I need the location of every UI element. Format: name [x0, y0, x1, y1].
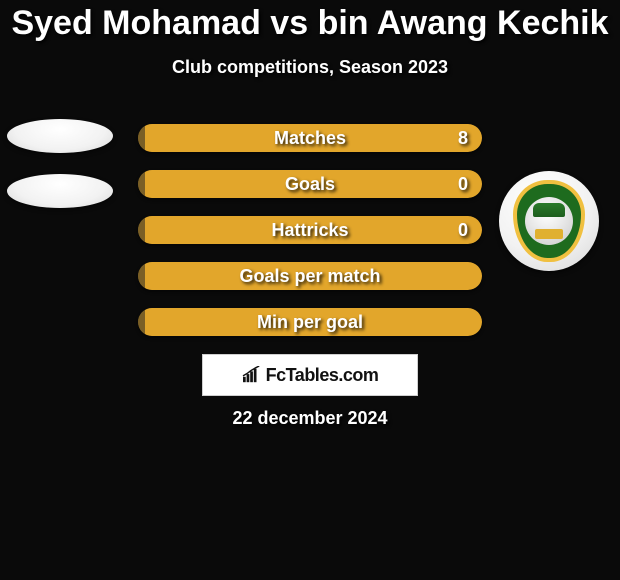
bars-chart-icon — [242, 366, 262, 384]
club-oval-left-2 — [7, 174, 113, 208]
stat-bar-label: Min per goal — [138, 308, 482, 336]
stat-bars: Matches8Goals0Hattricks0Goals per matchM… — [138, 124, 482, 354]
date-text: 22 december 2024 — [0, 408, 620, 429]
stat-bar: Goals0 — [138, 170, 482, 198]
watermark: FcTables.com — [202, 354, 418, 396]
stat-bar-label: Matches — [138, 124, 482, 152]
stat-bar-label: Goals per match — [138, 262, 482, 290]
stat-bar-label: Hattricks — [138, 216, 482, 244]
club-oval-left-1 — [7, 119, 113, 153]
stat-bar: Goals per match — [138, 262, 482, 290]
stat-bar-label: Goals — [138, 170, 482, 198]
stat-bar: Matches8 — [138, 124, 482, 152]
page-title: Syed Mohamad vs bin Awang Kechik — [0, 0, 620, 43]
stat-bar-right-value: 8 — [458, 124, 468, 152]
stat-bar-right-value: 0 — [458, 170, 468, 198]
club-crest-right — [499, 171, 599, 271]
stat-bar: Min per goal — [138, 308, 482, 336]
stat-bar-right-value: 0 — [458, 216, 468, 244]
watermark-text: FcTables.com — [266, 365, 379, 386]
stat-bar: Hattricks0 — [138, 216, 482, 244]
crest-inner-icon — [525, 197, 573, 245]
crest-shield-icon — [513, 180, 585, 262]
page-subtitle: Club competitions, Season 2023 — [0, 57, 620, 78]
